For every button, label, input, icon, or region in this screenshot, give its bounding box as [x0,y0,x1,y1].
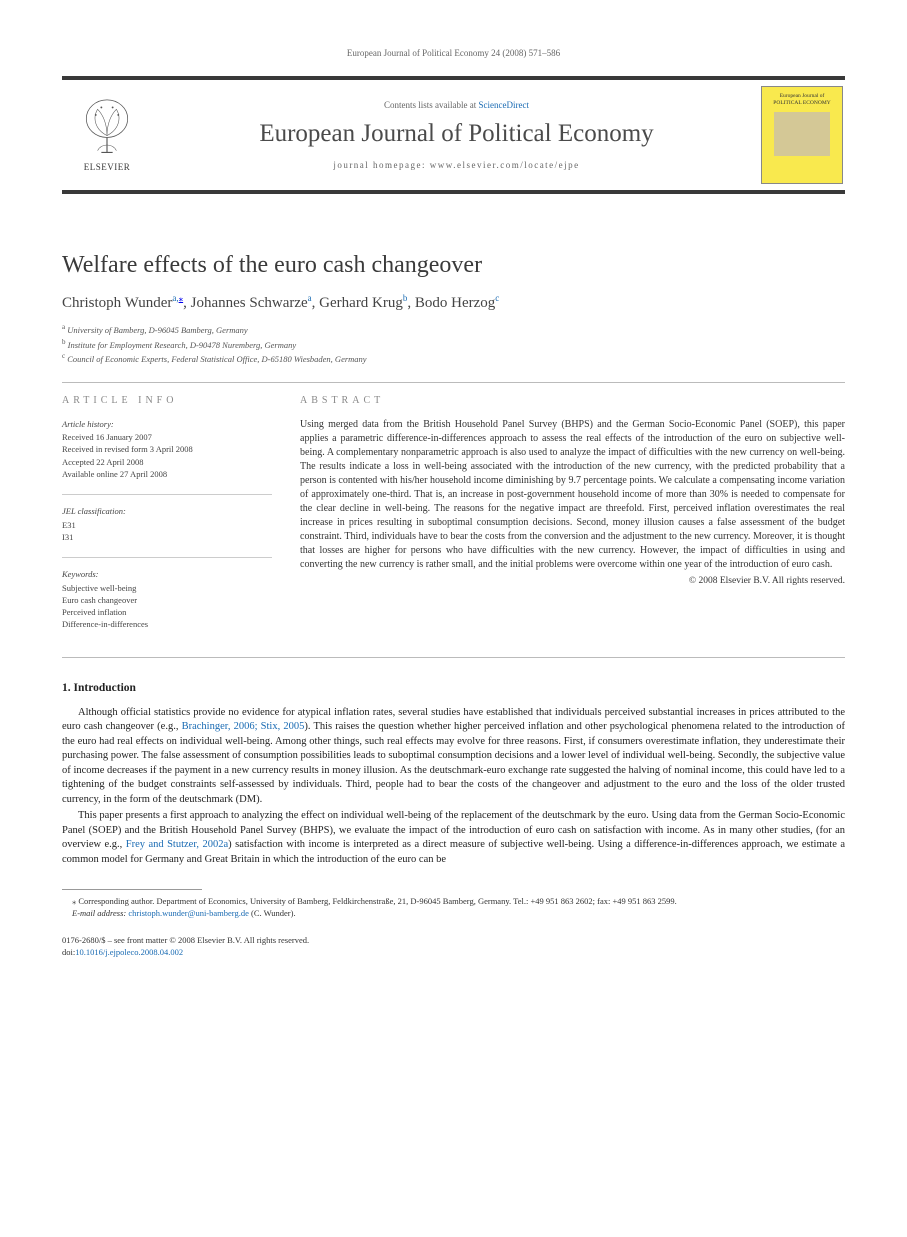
author-name: Gerhard Krug [319,295,403,311]
section-heading: 1. Introduction [62,682,845,694]
email-post: (C. Wunder). [249,908,296,918]
keyword: Euro cash changeover [62,594,272,606]
keyword: Subjective well-being [62,582,272,594]
article-title: Welfare effects of the euro cash changeo… [62,252,845,279]
affiliation: a University of Bamberg, D-96045 Bamberg… [62,322,845,337]
running-head: European Journal of Political Economy 24… [62,48,845,58]
keyword: Perceived inflation [62,606,272,618]
affiliations: a University of Bamberg, D-96045 Bamberg… [62,322,845,366]
history-item: Received 16 January 2007 [62,431,272,443]
author-name: Johannes Schwarze [191,295,308,311]
info-divider [62,557,272,558]
sciencedirect-link[interactable]: ScienceDirect [479,100,529,110]
author-list: Christoph Wundera,⁎, Johannes Schwarzea,… [62,293,845,312]
author: Christoph Wundera,⁎ [62,295,183,311]
para-text: ). This raises the question whether high… [62,721,845,804]
contents-line: Contents lists available at ScienceDirec… [152,100,761,110]
jel-block: JEL classification: E31 I31 [62,505,272,543]
article-info-column: ARTICLE INFO Article history: Received 1… [62,395,272,645]
footnote-text: Corresponding author. Department of Econ… [76,896,677,906]
journal-cover-thumb: European Journal of POLITICAL ECONOMY [761,86,843,184]
issn-line: 0176-2680/$ – see front matter © 2008 El… [62,935,845,947]
history-item: Accepted 22 April 2008 [62,456,272,468]
email-label: E-mail address: [72,908,128,918]
author-name: Bodo Herzog [415,295,495,311]
homepage-line: journal homepage: www.elsevier.com/locat… [152,160,761,170]
keyword: Difference-in-differences [62,618,272,630]
cover-image-placeholder [774,112,830,156]
jel-title: JEL classification: [62,505,272,517]
contents-prefix: Contents lists available at [384,100,478,110]
page-footer: 0176-2680/$ – see front matter © 2008 El… [62,935,845,959]
history-item: Received in revised form 3 April 2008 [62,443,272,455]
doi-line: doi:10.1016/j.ejpoleco.2008.04.002 [62,947,845,959]
divider [62,382,845,383]
author: Johannes Schwarzea [191,295,312,311]
citation-link[interactable]: Brachinger, 2006; Stix, 2005 [182,721,305,732]
article-info-label: ARTICLE INFO [62,395,272,406]
affiliation: b Institute for Employment Research, D-9… [62,337,845,352]
jel-code: I31 [62,531,272,543]
masthead-center: Contents lists available at ScienceDirec… [152,80,761,190]
author-name: Christoph Wunder [62,295,172,311]
homepage-url: www.elsevier.com/locate/ejpe [430,160,580,170]
keywords-title: Keywords: [62,568,272,580]
jel-code: E31 [62,519,272,531]
doi-label: doi: [62,947,75,957]
journal-title: European Journal of Political Economy [152,120,761,148]
corresponding-footnote: ⁎ Corresponding author. Department of Ec… [62,896,845,907]
author-affil-marker: a,⁎ [172,293,183,303]
email-footnote: E-mail address: christoph.wunder@uni-bam… [62,908,845,919]
body-paragraph: Although official statistics provide no … [62,706,845,807]
journal-masthead: ELSEVIER Contents lists available at Sci… [62,76,845,194]
abstract-copyright: © 2008 Elsevier B.V. All rights reserved… [300,576,845,586]
abstract-text: Using merged data from the British House… [300,418,845,572]
homepage-prefix: journal homepage: [333,160,429,170]
article-history: Article history: Received 16 January 200… [62,418,272,481]
author-affil-marker: c [495,293,499,303]
keywords-block: Keywords: Subjective well-being Euro cas… [62,568,272,631]
footnote-rule [62,889,202,890]
abstract-column: ABSTRACT Using merged data from the Brit… [300,395,845,645]
publisher-name: ELSEVIER [84,162,131,172]
divider [62,657,845,658]
author: Bodo Herzogc [415,295,499,311]
author: Gerhard Krugb [319,295,407,311]
cover-title: European Journal of POLITICAL ECONOMY [766,93,838,106]
affiliation: c Council of Economic Experts, Federal S… [62,351,845,366]
body-paragraph: This paper presents a first approach to … [62,809,845,867]
publisher-logo-block: ELSEVIER [62,80,152,190]
citation-link[interactable]: Frey and Stutzer, 2002a [126,839,228,850]
abstract-label: ABSTRACT [300,395,845,406]
email-link[interactable]: christoph.wunder@uni-bamberg.de [128,908,249,918]
history-item: Available online 27 April 2008 [62,468,272,480]
history-title: Article history: [62,418,272,430]
doi-link[interactable]: 10.1016/j.ejpoleco.2008.04.002 [75,947,183,957]
elsevier-tree-icon [78,98,136,160]
info-divider [62,494,272,495]
